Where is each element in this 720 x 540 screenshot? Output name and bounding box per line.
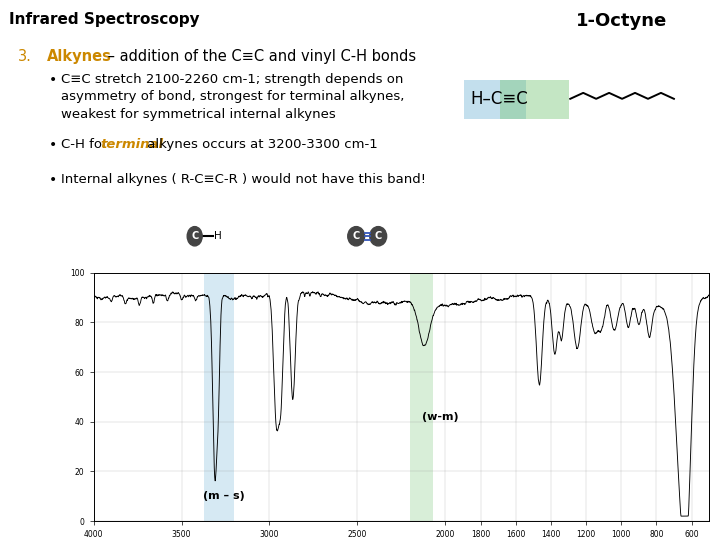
Text: 1-Octyne: 1-Octyne	[576, 12, 667, 30]
Text: – addition of the C≡C and vinyl C-H bonds: – addition of the C≡C and vinyl C-H bond…	[103, 49, 416, 64]
Bar	[204, 273, 234, 521]
FancyBboxPatch shape	[500, 80, 569, 119]
Text: •: •	[49, 138, 57, 152]
Bar	[410, 273, 433, 521]
Text: alkynes occurs at 3200-3300 cm-1: alkynes occurs at 3200-3300 cm-1	[143, 138, 377, 151]
Text: C-H for: C-H for	[61, 138, 112, 151]
Text: H–C≡C: H–C≡C	[470, 90, 528, 108]
Text: Internal alkynes ( R-C≡C-R ) would not have this band!: Internal alkynes ( R-C≡C-R ) would not h…	[61, 173, 426, 186]
Text: Infrared Spectroscopy: Infrared Spectroscopy	[9, 12, 199, 27]
Text: H: H	[214, 231, 222, 241]
Circle shape	[348, 227, 364, 246]
Text: •: •	[49, 73, 57, 87]
FancyBboxPatch shape	[464, 80, 526, 119]
Text: Alkynes: Alkynes	[47, 49, 112, 64]
Text: terminal: terminal	[100, 138, 163, 151]
Text: (w-m): (w-m)	[422, 412, 458, 422]
Text: •: •	[49, 173, 57, 187]
Text: C: C	[374, 231, 382, 241]
Text: C≡C stretch 2100-2260 cm-1; strength depends on
asymmetry of bond, strongest for: C≡C stretch 2100-2260 cm-1; strength dep…	[61, 73, 405, 121]
Circle shape	[370, 227, 387, 246]
Text: 3.: 3.	[18, 49, 32, 64]
Text: (m – s): (m – s)	[203, 491, 245, 501]
Text: C: C	[353, 231, 360, 241]
Text: C: C	[191, 231, 198, 241]
Circle shape	[187, 227, 202, 246]
